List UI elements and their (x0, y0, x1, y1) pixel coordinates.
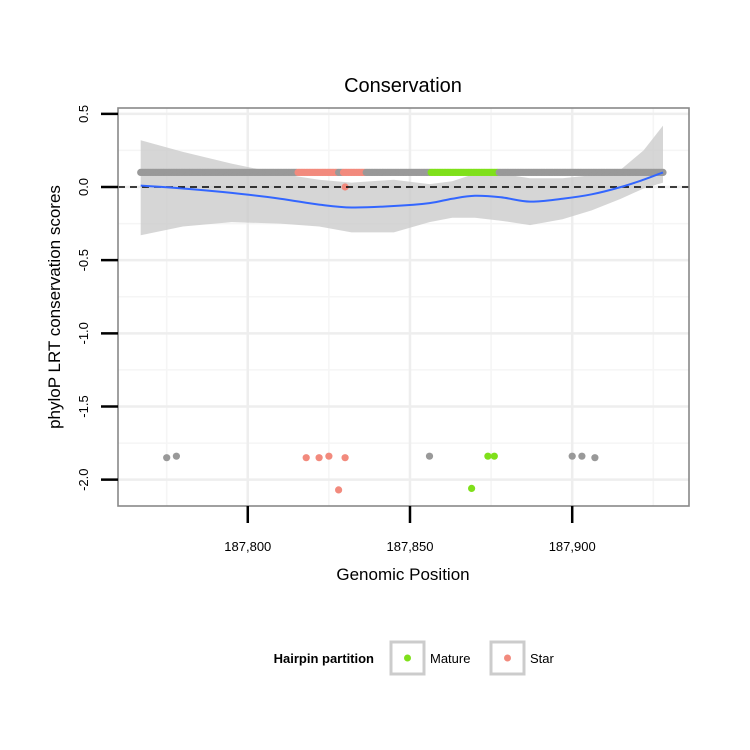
y-tick-label: -2.0 (76, 468, 91, 490)
x-axis-title: Genomic Position (336, 565, 469, 584)
legend-label-mature: Mature (430, 651, 470, 666)
legend-swatch-star (504, 654, 511, 662)
x-axis: 187,800 187,850 187,900 (224, 506, 596, 554)
plot-panel (117, 107, 690, 507)
x-tick-label: 187,850 (387, 539, 434, 554)
point-other (172, 452, 180, 460)
legend: Hairpin partition Mature Star (274, 640, 555, 676)
confidence-ribbon-layer (140, 125, 663, 236)
point-mature (490, 452, 498, 460)
legend-label-star: Star (530, 651, 555, 666)
point-star (341, 454, 349, 462)
point-star (315, 454, 323, 462)
point-mature (468, 484, 476, 492)
panel-border (117, 107, 690, 507)
point-star (302, 454, 310, 462)
smooth-line-layer (140, 171, 664, 209)
point-other (568, 452, 576, 460)
chart-title: Conservation (344, 75, 462, 97)
x-tick-label: 187,900 (549, 539, 596, 554)
points-layer (137, 168, 667, 494)
smooth-line (140, 171, 664, 209)
y-axis: 0.5 0.0 -0.5 -1.0 -1.5 -2.0 (76, 105, 118, 491)
point-other (425, 452, 434, 460)
point-other (163, 454, 171, 462)
y-axis-title: phyloP LRT conservation scores (45, 185, 64, 429)
legend-item-mature: Mature (389, 640, 470, 676)
point-star (335, 486, 343, 494)
point-star (325, 452, 333, 460)
y-tick-label: 0.0 (76, 178, 91, 196)
x-tick-label: 187,800 (224, 539, 271, 554)
y-tick-label: -0.5 (76, 249, 91, 271)
y-tick-label: -1.0 (76, 322, 91, 344)
y-tick-label: 0.5 (76, 105, 91, 123)
point-mature (484, 452, 492, 460)
point-other (578, 452, 586, 460)
legend-title: Hairpin partition (274, 651, 374, 666)
legend-swatch-mature (404, 654, 411, 662)
y-tick-label: -1.5 (76, 395, 91, 417)
confidence-ribbon (140, 125, 663, 236)
point-star (341, 183, 349, 191)
point-other (591, 454, 599, 462)
legend-item-star: Star (489, 640, 555, 676)
